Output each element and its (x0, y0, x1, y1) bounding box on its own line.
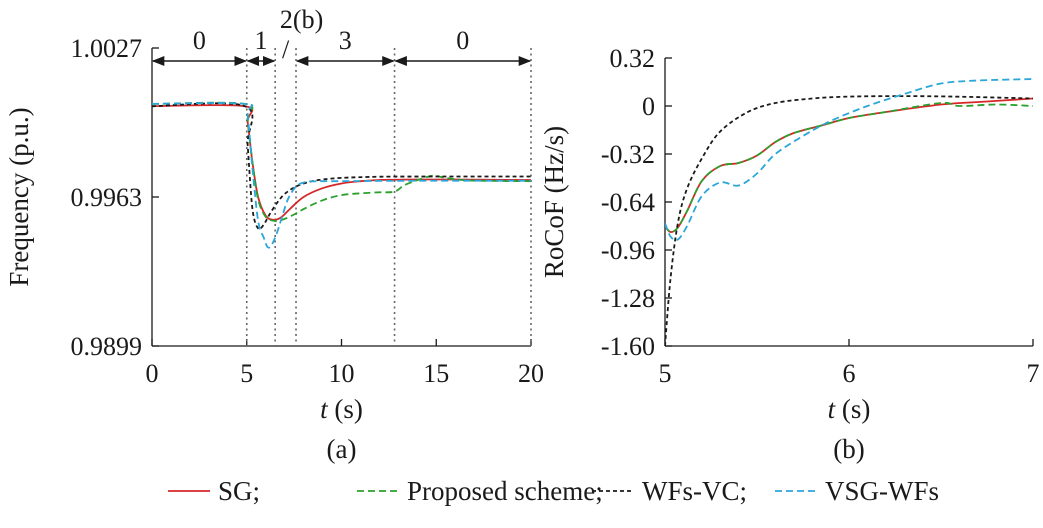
x-axis-title: t (s) (320, 394, 363, 424)
x-tick-label: 20 (518, 359, 544, 388)
x-tick-label: 5 (659, 359, 672, 388)
y-tick-label: -1.28 (601, 284, 655, 313)
x-tick-label: 0 (146, 359, 159, 388)
series-line-wfs-vc (665, 95, 1034, 346)
phase-label: 2(b) (280, 5, 323, 34)
phase-label: 1 (254, 26, 267, 55)
legend-label: Proposed scheme; (407, 476, 603, 506)
x-tick-label: 6 (843, 359, 856, 388)
x-axis-open-paren: ( (328, 394, 344, 424)
legend-label: WFs-VC; (642, 476, 747, 506)
x-axis-unit: s (343, 394, 354, 424)
x-axis-close-paren: ) (354, 394, 363, 424)
x-tick-label: 7 (1027, 359, 1040, 388)
series-line-sg (152, 104, 532, 221)
y-tick-label: 0 (642, 92, 655, 121)
y-tick-label: -1.60 (601, 332, 655, 361)
legend-label: VSG-WFs (825, 476, 939, 506)
y-tick-label: 0.32 (610, 44, 656, 73)
phase-label: 0 (456, 26, 469, 55)
phase-slash: / (282, 35, 290, 64)
y-tick-label: 0.9963 (71, 183, 143, 212)
panel-b: 5 6 7 0.32 0 -0.32 -0.64 -0.96 -1.28 -1.60 RoCoF (… (539, 44, 1040, 464)
panel-label: (a) (327, 434, 357, 464)
legend-label: SG; (218, 476, 260, 506)
y-tick-label: -0.32 (601, 140, 655, 169)
series-line-vsg-wfs (665, 78, 1034, 242)
x-axis-open-paren: ( (835, 394, 851, 424)
y-axis-title: RoCoF (Hz/s) (539, 126, 569, 278)
series-line-proposed-scheme (665, 101, 1034, 233)
series-line-proposed-scheme (152, 101, 532, 222)
x-axis-variable: t (320, 394, 329, 424)
x-tick-label: 15 (423, 359, 449, 388)
y-tick-label: 0.9899 (71, 332, 143, 361)
panel-label: (b) (833, 434, 864, 464)
phase-label: 0 (193, 26, 206, 55)
x-axis-variable: t (828, 394, 837, 424)
y-axis-title: Frequency (p.u.) (4, 107, 34, 286)
phase-label: 3 (339, 26, 352, 55)
y-tick-label: -0.64 (601, 188, 655, 217)
y-tick-label: -0.96 (601, 236, 655, 265)
y-tick-label: 1.0027 (71, 34, 143, 63)
x-axis-title: t (s) (828, 394, 871, 424)
x-tick-label: 5 (240, 359, 253, 388)
series-line-wfs-vc (152, 102, 531, 231)
series-line-vsg-wfs (152, 102, 531, 249)
legend: SG; Proposed scheme; WFs-VC; VSG-WFs (168, 476, 939, 506)
x-axis-close-paren: ) (861, 394, 870, 424)
x-tick-label: 10 (329, 359, 355, 388)
x-axis-unit: s (851, 394, 862, 424)
